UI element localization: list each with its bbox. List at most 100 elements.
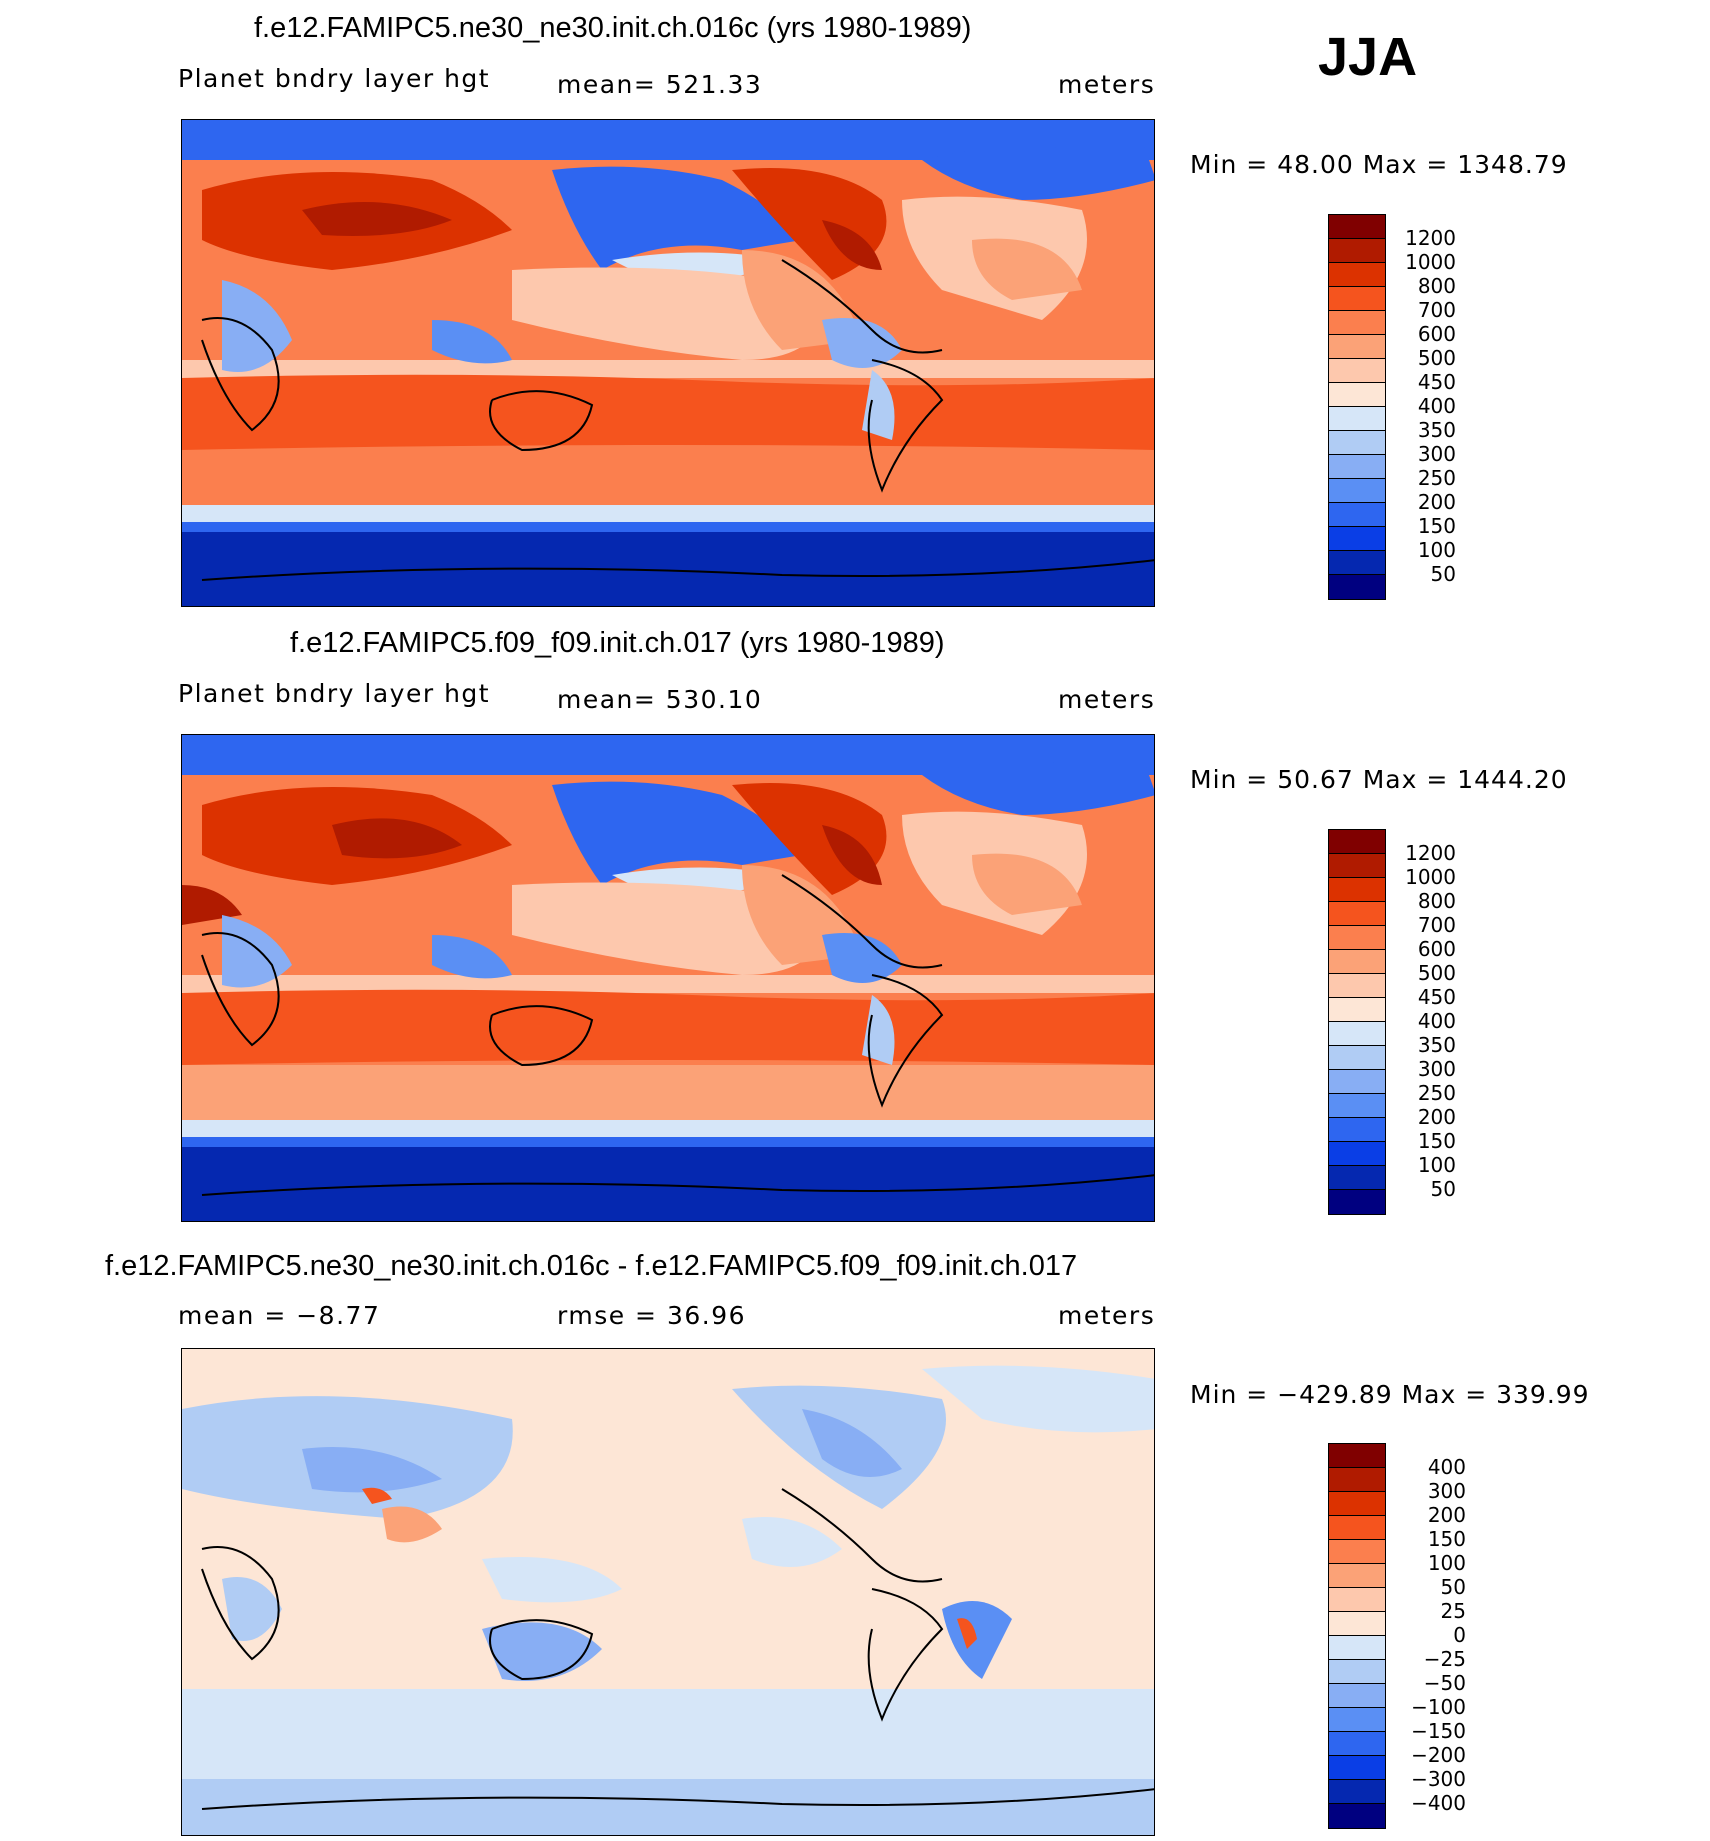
- colorbar-label: 300: [1417, 1057, 1456, 1081]
- colorbar-label: 400: [1417, 394, 1456, 418]
- colorbar-cell: [1329, 1540, 1385, 1564]
- colorbar-cell: [1329, 239, 1385, 263]
- colorbar-cell: [1329, 359, 1385, 383]
- panel2-variable: Planet bndry layer hgt: [178, 679, 491, 708]
- panel1-variable: Planet bndry layer hgt: [178, 64, 491, 93]
- coastlines: [201, 874, 1154, 1196]
- colorbar-cell: [1329, 1660, 1385, 1684]
- colorbar-cell: [1329, 854, 1385, 878]
- colorbar-cell: [1329, 902, 1385, 926]
- colorbar-label: 200: [1417, 490, 1456, 514]
- colorbar-label: 300: [1427, 1479, 1466, 1503]
- colorbar-cell: [1329, 1046, 1385, 1070]
- panel1-field: [182, 120, 1154, 606]
- colorbar-cell: [1329, 335, 1385, 359]
- panel1-title: f.e12.FAMIPC5.ne30_ne30.init.ch.016c (yr…: [254, 12, 972, 44]
- coastlines: [201, 1488, 1154, 1810]
- colorbar-label: −25: [1423, 1647, 1466, 1671]
- colorbar-label: 150: [1417, 1129, 1456, 1153]
- colorbar-label: 350: [1417, 1033, 1456, 1057]
- panel2-field: [182, 735, 1154, 1221]
- colorbar-cell: [1329, 1732, 1385, 1756]
- colorbar-cell: [1329, 527, 1385, 551]
- colorbar-label: 400: [1427, 1455, 1466, 1479]
- colorbar-label: 0: [1453, 1623, 1466, 1647]
- colorbar-label: 150: [1427, 1527, 1466, 1551]
- panel1-colorbar: [1328, 214, 1386, 600]
- colorbar-label: 450: [1417, 985, 1456, 1009]
- colorbar-cell: [1329, 1142, 1385, 1166]
- colorbar-label: 600: [1417, 322, 1456, 346]
- colorbar-cell: [1329, 1612, 1385, 1636]
- colorbar-label: 50: [1430, 562, 1456, 586]
- colorbar-cell: [1329, 878, 1385, 902]
- colorbar-cell: [1329, 1094, 1385, 1118]
- colorbar-label: 250: [1417, 466, 1456, 490]
- colorbar-label: −200: [1411, 1743, 1466, 1767]
- panel3-minmax: Min = −429.89 Max = 339.99: [1190, 1380, 1590, 1409]
- colorbar-cell: [1329, 1636, 1385, 1660]
- panel3-map: [181, 1348, 1155, 1836]
- colorbar-cell: [1329, 1118, 1385, 1142]
- colorbar-cell: [1329, 950, 1385, 974]
- colorbar-label: 500: [1417, 346, 1456, 370]
- colorbar-label: 200: [1417, 1105, 1456, 1129]
- colorbar-cell: [1329, 431, 1385, 455]
- panel2-colorbar: [1328, 829, 1386, 1215]
- colorbar-label: 600: [1417, 937, 1456, 961]
- colorbar-cell: [1329, 311, 1385, 335]
- colorbar-cell: [1329, 287, 1385, 311]
- colorbar-label: −300: [1411, 1767, 1466, 1791]
- colorbar-cell: [1329, 263, 1385, 287]
- colorbar-label: 300: [1417, 442, 1456, 466]
- colorbar-label: 100: [1417, 1153, 1456, 1177]
- panel1-mean: mean= 521.33: [557, 70, 763, 99]
- colorbar-label: 50: [1430, 1177, 1456, 1201]
- colorbar-cell: [1329, 479, 1385, 503]
- colorbar-cell: [1329, 407, 1385, 431]
- panel2-units: meters: [1058, 685, 1156, 714]
- panel3-units: meters: [1058, 1301, 1156, 1330]
- colorbar-label: 100: [1427, 1551, 1466, 1575]
- colorbar-cell: [1329, 1166, 1385, 1190]
- southern-transition: [182, 505, 1154, 527]
- colorbar-label: 400: [1417, 1009, 1456, 1033]
- colorbar-label: 1000: [1405, 250, 1456, 274]
- colorbar-cell: [1329, 503, 1385, 527]
- colorbar-cell: [1329, 830, 1385, 854]
- panel3-colorbar: [1328, 1443, 1386, 1829]
- colorbar-cell: [1329, 998, 1385, 1022]
- panel1-minmax: Min = 48.00 Max = 1348.79: [1190, 150, 1568, 179]
- colorbar-label: 800: [1417, 274, 1456, 298]
- colorbar-cell: [1329, 1804, 1385, 1828]
- panel2-map: [181, 734, 1155, 1222]
- panel2-minmax: Min = 50.67 Max = 1444.20: [1190, 765, 1568, 794]
- panel2-mean: mean= 530.10: [557, 685, 763, 714]
- panel1-units: meters: [1058, 70, 1156, 99]
- colorbar-cell: [1329, 215, 1385, 239]
- colorbar-cell: [1329, 1468, 1385, 1492]
- panel3-rmse: rmse = 36.96: [557, 1301, 747, 1330]
- panel3-title: f.e12.FAMIPC5.ne30_ne30.init.ch.016c - f…: [105, 1250, 1078, 1282]
- colorbar-cell: [1329, 1190, 1385, 1214]
- panel3-mean: mean = −8.77: [178, 1301, 381, 1330]
- colorbar-cell: [1329, 1780, 1385, 1804]
- colorbar-label: −50: [1423, 1671, 1466, 1695]
- colorbar-label: 250: [1417, 1081, 1456, 1105]
- colorbar-cell: [1329, 455, 1385, 479]
- colorbar-label: 150: [1417, 514, 1456, 538]
- colorbar-label: −400: [1411, 1791, 1466, 1815]
- colorbar-label: 450: [1417, 370, 1456, 394]
- colorbar-cell: [1329, 1564, 1385, 1588]
- colorbar-label: 25: [1440, 1599, 1466, 1623]
- colorbar-label: 50: [1440, 1575, 1466, 1599]
- season-label: JJA: [1318, 27, 1418, 87]
- panel1-map: [181, 119, 1155, 607]
- colorbar-cell: [1329, 551, 1385, 575]
- coastlines: [201, 259, 1154, 581]
- colorbar-cell: [1329, 1070, 1385, 1094]
- colorbar-label: 200: [1427, 1503, 1466, 1527]
- colorbar-cell: [1329, 1588, 1385, 1612]
- colorbar-cell: [1329, 974, 1385, 998]
- panel2-title: f.e12.FAMIPC5.f09_f09.init.ch.017 (yrs 1…: [290, 627, 945, 659]
